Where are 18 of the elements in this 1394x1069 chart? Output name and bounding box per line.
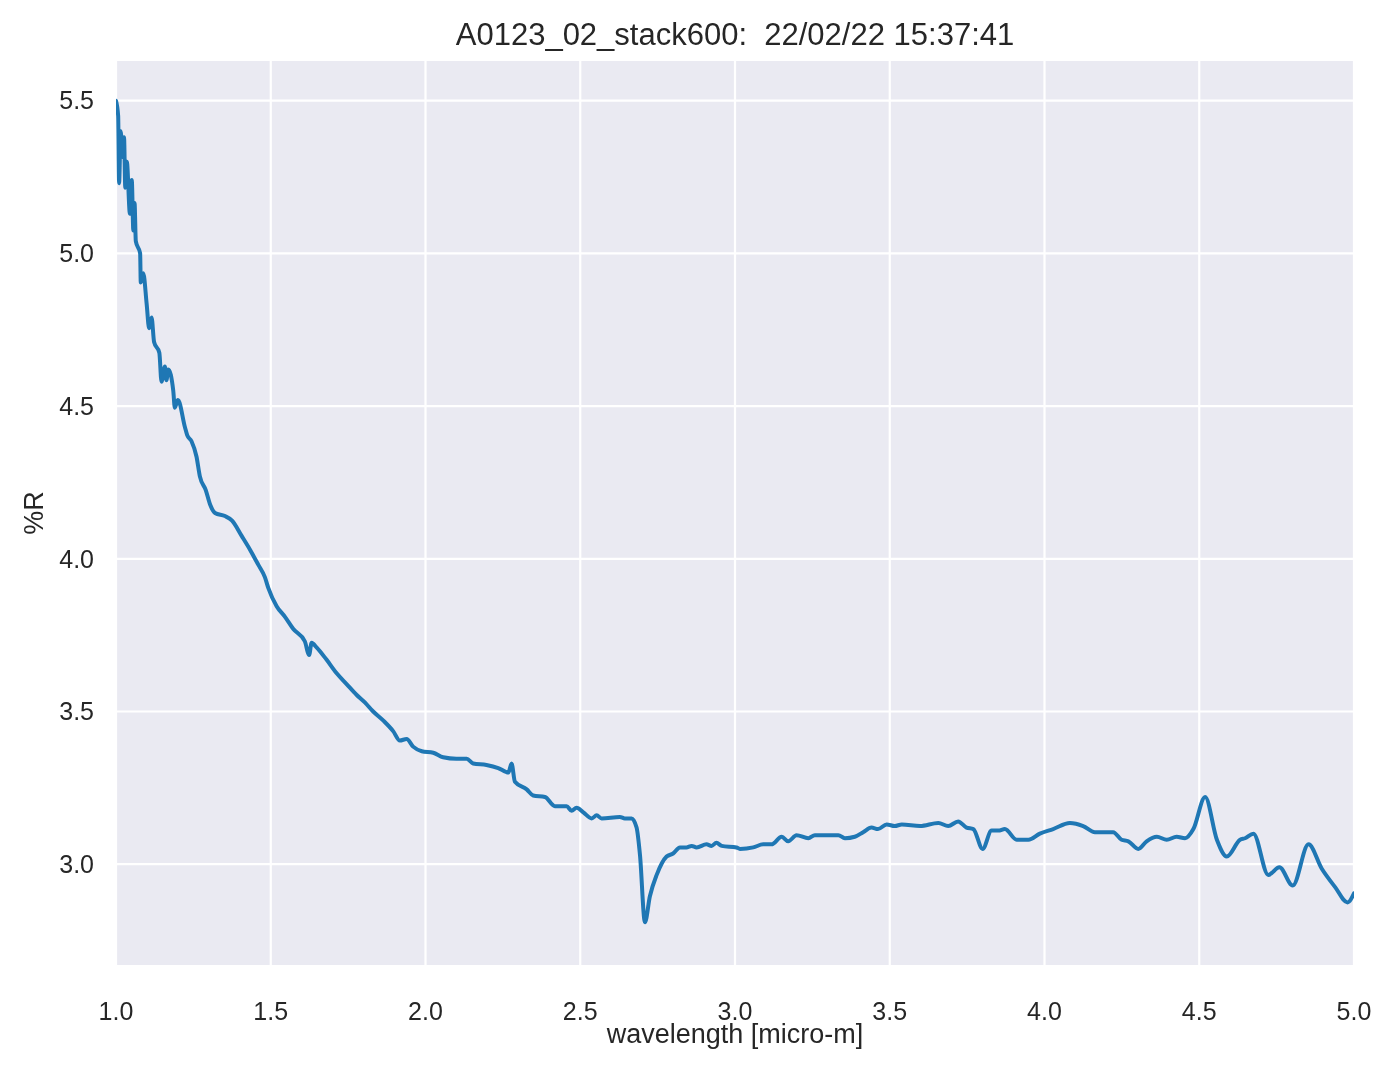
x-tick-label: 1.5 [253,997,289,1025]
y-tick-label: 3.5 [59,697,94,726]
x-axis-title: wavelength [micro-m] [605,1019,864,1049]
y-tick-label: 5.5 [59,86,94,115]
x-tick-label: 2.0 [408,997,443,1025]
x-tick-label: 4.5 [1181,997,1217,1025]
line-series [116,98,1354,925]
x-tick-label: 5.0 [1336,997,1372,1025]
chart-title: A0123_02_stack600: 22/02/22 15:37:41 [455,17,1015,52]
y-tick-label: 5.0 [59,239,94,268]
x-tick-label: 1.0 [98,997,134,1025]
x-tick-label: 3.5 [872,997,908,1025]
x-tick-label: 4.0 [1027,997,1062,1025]
y-tick-label: 3.0 [59,849,94,878]
y-tick-label: 4.0 [59,544,94,573]
x-tick-label: 2.5 [562,997,598,1025]
y-tick-label: 4.5 [59,391,94,420]
y-axis-title: %R [19,491,49,535]
